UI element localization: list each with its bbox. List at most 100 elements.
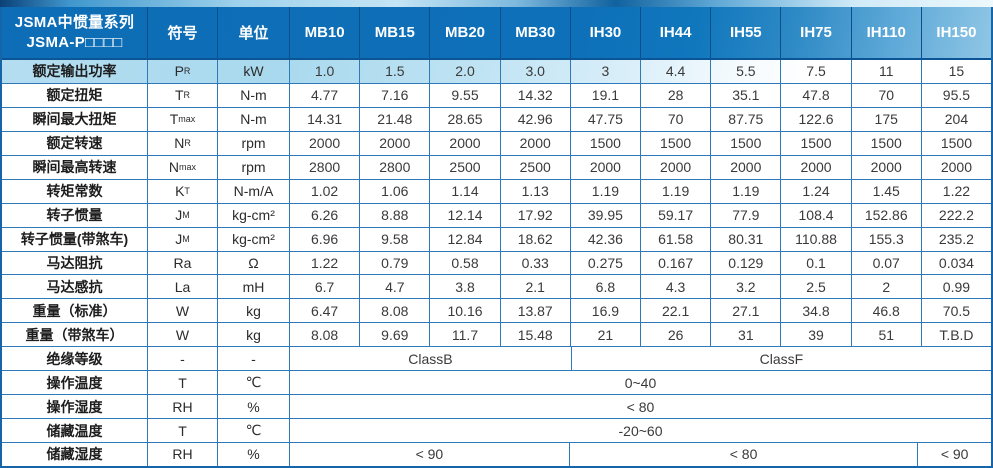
value-cell: 15	[920, 60, 991, 83]
series-title: JSMA中惯量系列 JSMA-P□□□□	[2, 7, 147, 58]
value-cell: 77.9	[710, 203, 780, 227]
value-cell: 16.9	[569, 299, 640, 323]
value-cell: 47.8	[780, 83, 850, 107]
value-cell: 61.58	[640, 227, 710, 251]
value-cell: 3	[569, 60, 640, 83]
value-cell: 6.47	[289, 299, 359, 323]
row-label: 马达感抗	[46, 278, 103, 295]
value-cell: 2.0	[429, 60, 499, 83]
value-cell: 155.3	[850, 227, 921, 251]
value-cell: 2000	[780, 155, 850, 179]
value-cell: 0.034	[920, 251, 991, 275]
row-label: 转矩常数	[46, 183, 103, 200]
span-value-cell: ClassF	[570, 347, 991, 371]
value-cell: 5.5	[710, 60, 780, 83]
row-label: 转子惯量(带煞车)	[20, 231, 129, 248]
table-row: 操作湿度 RH% < 80	[2, 394, 991, 419]
value-cell: 4.3	[640, 275, 710, 299]
row-unit: ℃	[217, 371, 289, 395]
value-cell: 21.48	[359, 107, 429, 131]
table-row: 操作温度 T ℃ 0~40	[2, 370, 991, 395]
table-row: 储藏湿度 RH% < 90 < 80 < 90	[2, 442, 991, 466]
row-unit: kW	[217, 60, 289, 83]
column-header-model: IH75	[780, 7, 850, 58]
value-cell: 35.1	[710, 83, 780, 107]
value-cell: 28.65	[429, 107, 499, 131]
value-cell: 31	[710, 323, 780, 347]
value-cell: 8.08	[359, 299, 429, 323]
value-cell: 14.31	[289, 107, 359, 131]
row-label: 储藏湿度	[46, 446, 103, 463]
decor-wave-strip	[0, 0, 993, 7]
value-cell: 152.86	[850, 203, 921, 227]
table-row: 转矩常数 K T N-m/A 1.02 1.06 1.14 1.13 1.19 1.19 1.19 1…	[2, 178, 991, 203]
column-header-model: IH44	[640, 7, 710, 58]
value-cell: 17.92	[499, 203, 570, 227]
series-title-line2: JSMA-P□□□□	[26, 33, 123, 51]
span-value-cell: < 80	[568, 443, 918, 466]
value-cell: 1.5	[359, 60, 429, 83]
row-symbol: W	[147, 323, 217, 347]
row-symbol: T	[147, 419, 217, 442]
value-cell: 6.96	[289, 227, 359, 251]
value-cell: 1.19	[569, 179, 640, 203]
row-unit: %	[217, 395, 289, 419]
span-value-cell: 0~40	[289, 371, 991, 395]
column-header-model: MB15	[359, 7, 429, 58]
row-unit: kg-cm²	[217, 227, 289, 251]
column-header-symbol: 符号	[147, 7, 217, 58]
value-cell: 4.7	[359, 275, 429, 299]
value-cell: 19.1	[569, 83, 640, 107]
value-cell: 2000	[850, 155, 921, 179]
series-title-line1: JSMA中惯量系列	[14, 14, 135, 31]
row-label: 额定输出功率	[32, 63, 117, 80]
span-value-cell: < 90	[917, 443, 991, 466]
value-cell: 0.33	[499, 251, 570, 275]
value-cell: 222.2	[920, 203, 991, 227]
value-cell: 9.55	[429, 83, 499, 107]
value-cell: 108.4	[780, 203, 850, 227]
symbol-base: T	[178, 374, 187, 391]
value-cell: 15.48	[499, 323, 570, 347]
value-cell: 8.88	[359, 203, 429, 227]
row-symbol: T	[147, 371, 217, 395]
value-cell: 204	[920, 107, 991, 131]
symbol-base: N	[174, 135, 185, 152]
value-cell: 26	[640, 323, 710, 347]
table-header-row: JSMA中惯量系列 JSMA-P□□□□ 符号 单位 MB10 MB15 MB20 M…	[2, 7, 991, 60]
value-cell: 0.58	[429, 251, 499, 275]
value-cell: 22.1	[640, 299, 710, 323]
row-label: 操作湿度	[46, 398, 103, 415]
row-label: 储藏温度	[46, 422, 103, 439]
value-cell: 1.19	[710, 179, 780, 203]
column-header-model: MB30	[499, 7, 570, 58]
value-cell: 51	[850, 323, 921, 347]
value-cell: 9.58	[359, 227, 429, 251]
symbol-base: T	[169, 111, 179, 128]
value-cell: 13.87	[499, 299, 570, 323]
row-label: 绝缘等级	[46, 350, 103, 367]
value-cell: 42.36	[569, 227, 640, 251]
value-cell: 2000	[289, 131, 359, 155]
symbol-base: T	[178, 422, 187, 439]
row-symbol: La	[147, 275, 217, 299]
value-cell: 47.75	[569, 107, 640, 131]
row-unit: ℃	[217, 419, 289, 442]
value-cell: 95.5	[920, 83, 991, 107]
table-row: 马达阻抗 Ra Ω 1.22 0.79 0.58 0.33 0.275 0.167 0.129 0.…	[2, 250, 991, 275]
value-cell: 27.1	[710, 299, 780, 323]
symbol-base: T	[174, 87, 184, 104]
column-header-unit: 单位	[217, 7, 289, 58]
value-cell: 1.19	[640, 179, 710, 203]
value-cell: 2800	[359, 155, 429, 179]
value-cell: 2500	[429, 155, 499, 179]
value-cell: 2000	[499, 131, 570, 155]
row-unit: rpm	[217, 131, 289, 155]
row-unit: mH	[217, 275, 289, 299]
value-cell: 70	[850, 83, 921, 107]
